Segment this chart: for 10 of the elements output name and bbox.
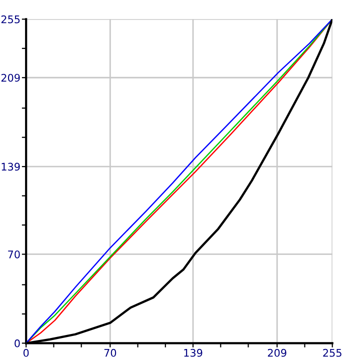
y-tick-label: 139 xyxy=(2,162,20,171)
x-tick-label: 255 xyxy=(323,348,342,357)
x-tick-label: 139 xyxy=(184,348,202,357)
y-tick-label: 209 xyxy=(1,74,20,82)
y-tick-label: 255 xyxy=(1,15,20,24)
x-tick-label: 70 xyxy=(104,348,116,357)
x-tick-label: 209 xyxy=(268,348,286,357)
y-tick-label: 70 xyxy=(8,250,20,258)
y-tick-label: 0 xyxy=(14,339,20,348)
x-tick-label: 0 xyxy=(23,348,29,357)
